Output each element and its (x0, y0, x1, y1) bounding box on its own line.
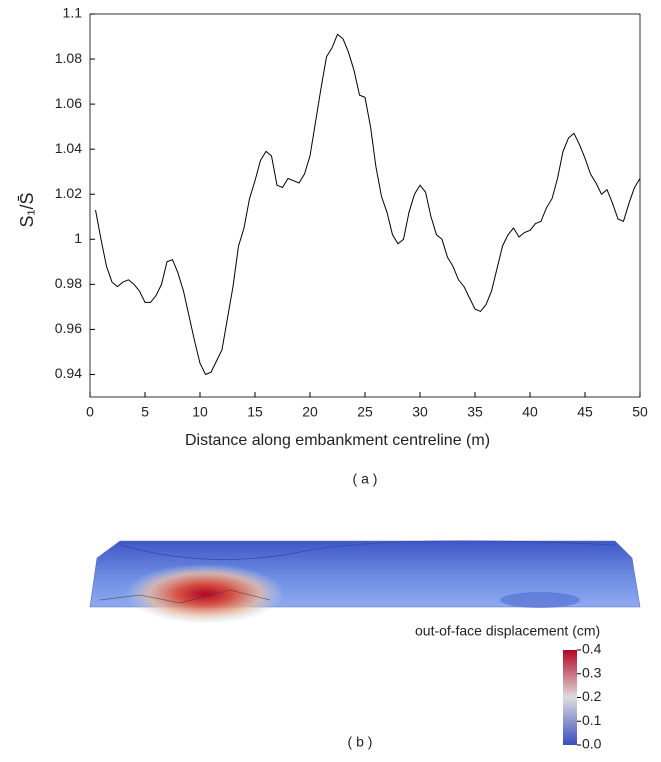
x-tick-label: 5 (141, 404, 149, 420)
data-line (95, 33, 641, 376)
caption: ( a ) (353, 471, 378, 487)
colorbar-tick-label: 0.2 (582, 688, 602, 704)
x-tick-label: 20 (302, 404, 318, 420)
y-tick-label: 1.08 (55, 50, 82, 66)
caption: ( b ) (348, 734, 373, 750)
y-tick-label: 0.98 (55, 275, 82, 291)
y-tick-label: 1.04 (55, 140, 82, 156)
x-tick-label: 0 (86, 404, 94, 420)
colorbar-tick-label: 0.1 (582, 712, 602, 728)
y-tick-label: 0.94 (55, 365, 82, 381)
fe-model (89, 540, 641, 624)
x-tick-label: 35 (467, 404, 483, 420)
colorbar (563, 650, 577, 745)
y-tick-label: 1.1 (63, 5, 83, 21)
x-tick-label: 15 (247, 404, 263, 420)
x-tick-label: 45 (577, 404, 593, 420)
colorbar-tick-label: 0.0 (582, 736, 602, 752)
colorbar-tick-label: 0.4 (582, 641, 602, 657)
y-tick-label: 1.06 (55, 95, 82, 111)
x-tick-label: 10 (192, 404, 208, 420)
y-tick-label: 0.96 (55, 320, 82, 336)
x-tick-label: 25 (357, 404, 373, 420)
y-axis-label: S₁/S̄ (17, 192, 37, 227)
x-tick-label: 40 (522, 404, 538, 420)
colorbar-label: out-of-face displacement (cm) (415, 623, 600, 639)
plot-frame (89, 13, 641, 398)
x-axis-label: Distance along embankment centreline (m) (185, 432, 490, 449)
colorbar-tick-label: 0.3 (582, 664, 602, 680)
x-tick-label: 50 (632, 404, 648, 420)
y-tick-label: 1 (74, 230, 82, 246)
y-tick-label: 1.02 (55, 185, 82, 201)
x-tick-label: 30 (412, 404, 428, 420)
